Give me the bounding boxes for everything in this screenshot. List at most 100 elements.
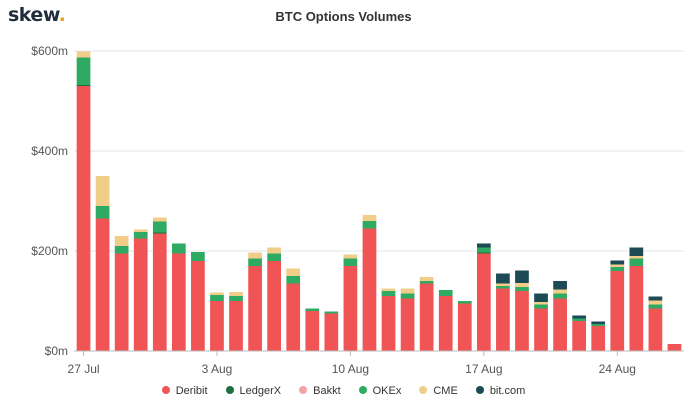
bar-stack — [324, 311, 339, 351]
bar-stack — [553, 281, 567, 351]
bar-segment-bit-com — [553, 281, 567, 290]
bar-stack — [629, 247, 644, 351]
bar-segment-bit-com — [629, 247, 644, 256]
bar-segment-deribit — [381, 296, 396, 351]
y-axis-ticks: $0m $200m $400m $600m — [31, 44, 68, 358]
bar-segment-cme — [629, 256, 644, 259]
bar-stack — [419, 277, 434, 351]
bar-segment-okex — [591, 324, 606, 326]
legend-label: LedgerX — [239, 385, 282, 397]
bar-segment-deribit — [515, 291, 529, 351]
x-tick-label: 24 Aug — [599, 362, 636, 376]
legend-item-okex[interactable]: OKEx — [358, 385, 402, 397]
bar-segment-okex — [248, 258, 262, 266]
bar-segment-cme — [114, 236, 129, 246]
legend-label: Deribit — [175, 385, 208, 397]
bar-segment-okex — [419, 281, 434, 284]
bar-stack — [457, 301, 472, 351]
legend-item-bakkt[interactable]: Bakkt — [299, 385, 341, 397]
bar-segment-bit-com — [591, 321, 606, 324]
bar-stack — [667, 344, 682, 351]
bar-segment-cme — [229, 292, 243, 296]
bar-segment-okex — [286, 276, 301, 284]
bar-segment-deribit — [534, 308, 548, 351]
bar-segment-okex — [629, 258, 644, 266]
y-tick-label: $400m — [31, 144, 68, 158]
bar-segment-deribit — [629, 266, 644, 351]
y-tick-label: $200m — [31, 244, 68, 258]
bar-segment-deribit — [210, 301, 224, 351]
skew-logo: skew. — [8, 4, 66, 26]
bar-segment-okex — [400, 293, 415, 299]
bar-segment-cme — [343, 254, 358, 259]
bars — [76, 51, 682, 351]
bar-segment-deribit — [648, 308, 663, 351]
bar-segment-bit-com — [648, 296, 663, 301]
y-tick-label: $0m — [45, 344, 68, 358]
bar-stack — [152, 217, 167, 351]
bar-segment-cme — [419, 277, 434, 281]
bar-segment-okex — [114, 246, 129, 254]
bar-stack — [381, 288, 396, 351]
legend-item-cme[interactable]: CME — [419, 385, 458, 397]
bar-segment-ledgerx — [152, 232, 167, 234]
legend-swatch — [225, 386, 234, 395]
legend-swatch — [299, 386, 308, 395]
bar-segment-deribit — [496, 288, 510, 351]
legend-swatch — [161, 386, 170, 395]
bar-stack — [95, 176, 110, 351]
legend-item-ledgerx[interactable]: LedgerX — [225, 385, 282, 397]
legend-label: OKEx — [372, 385, 402, 397]
bar-segment-cme — [553, 289, 567, 294]
bar-segment-okex — [381, 291, 396, 296]
bar-segment-okex — [305, 308, 320, 311]
bar-stack — [305, 308, 320, 351]
logo-text: skew — [8, 4, 59, 26]
bar-segment-deribit — [343, 266, 358, 351]
btc-options-volume-chart: $0m $200m $400m $600m 27 Jul 3 Aug 10 Aug 17 A… — [31, 44, 684, 376]
x-tick-label: 27 Jul — [68, 362, 100, 376]
bar-stack — [591, 321, 606, 351]
chart-title: BTC Options Volumes — [275, 9, 412, 24]
bar-stack — [343, 254, 358, 351]
bar-segment-okex — [76, 57, 91, 85]
bar-segment-deribit — [572, 321, 587, 351]
bar-segment-deribit — [419, 283, 434, 351]
bar-segment-cme — [381, 288, 396, 291]
legend-item-bit-com[interactable]: bit.com — [475, 385, 525, 397]
bar-segment-bit-com — [476, 243, 491, 248]
bar-stack — [171, 243, 186, 351]
x-axis-ticks: 27 Jul 3 Aug 10 Aug 17 Aug 24 Aug — [68, 351, 636, 376]
bar-segment-bit-com — [534, 293, 548, 302]
bar-segment-deribit — [553, 298, 567, 351]
legend: Deribit LedgerX Bakkt OKEx CME bit.com — [0, 385, 687, 397]
bar-stack — [648, 296, 663, 351]
bar-segment-okex — [95, 206, 110, 219]
bar-segment-okex — [572, 318, 587, 321]
bar-stack — [400, 288, 415, 351]
bar-segment-okex — [476, 247, 491, 253]
y-tick-label: $600m — [31, 44, 68, 58]
legend-item-deribit[interactable]: Deribit — [161, 385, 208, 397]
x-tick-label: 10 Aug — [332, 362, 369, 376]
bar-segment-cme — [400, 288, 415, 294]
bar-segment-okex — [457, 301, 472, 304]
bar-segment-okex — [343, 258, 358, 266]
bar-segment-okex — [267, 253, 282, 261]
bar-segment-okex — [438, 290, 453, 296]
bar-segment-deribit — [286, 283, 301, 351]
bar-segment-okex — [324, 311, 339, 314]
bar-segment-deribit — [457, 303, 472, 351]
bar-stack — [476, 243, 491, 351]
bar-stack — [191, 252, 205, 351]
bar-segment-deribit — [324, 313, 339, 351]
bar-stack — [362, 215, 377, 351]
bar-stack — [438, 290, 453, 351]
bar-segment-deribit — [267, 261, 282, 351]
bar-segment-okex — [515, 287, 529, 291]
bar-stack — [610, 260, 625, 351]
legend-label: Bakkt — [313, 385, 341, 397]
legend-swatch — [358, 386, 367, 395]
legend-label: CME — [433, 385, 458, 397]
bar-segment-deribit — [438, 296, 453, 351]
